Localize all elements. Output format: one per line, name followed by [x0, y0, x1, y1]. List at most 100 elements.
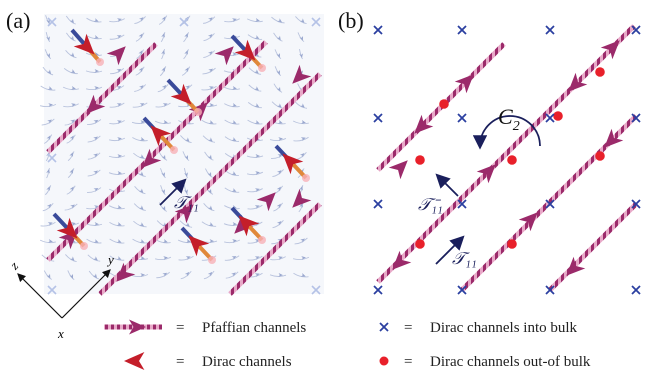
pfaffian-arrow-icon: [214, 46, 234, 66]
dirac-out-of-bulk-dot: [553, 111, 563, 121]
legend-pfaffian-label: Pfaffian channels: [202, 320, 306, 336]
flow-arrow-icon: [185, 256, 191, 260]
flow-streamline: [154, 256, 172, 261]
legend-equals: =: [404, 354, 412, 370]
flow-streamline: [86, 187, 102, 193]
flow-streamline: [67, 168, 75, 179]
legend: = Pfaffian channels = Dirac channels = D…: [104, 319, 591, 370]
flow-streamline: [246, 18, 263, 23]
flow-arrow-icon: [299, 35, 304, 41]
flow-arrow-icon: [163, 256, 168, 260]
flow-streamline: [63, 103, 79, 108]
flow-arrow-icon: [93, 136, 98, 141]
flow-streamline: [224, 239, 241, 244]
flow-streamline: [183, 32, 189, 43]
flow-arrow-icon: [116, 222, 122, 226]
flow-streamline: [161, 49, 165, 60]
flow-streamline: [109, 137, 126, 142]
flow-arrow-icon: [276, 186, 281, 192]
dirac-endpoint: [194, 108, 202, 116]
c2-rotation: C2: [472, 104, 541, 150]
flow-arrow-icon: [69, 152, 74, 158]
flow-arrow-icon: [139, 222, 145, 227]
legend-equals: =: [404, 320, 412, 336]
flow-arrow-icon: [255, 171, 260, 175]
flow-streamline: [41, 118, 55, 126]
flow-arrow-icon: [184, 33, 189, 38]
pfaffian-arrow-icon: [142, 148, 162, 168]
flow-streamline: [64, 203, 78, 211]
flow-arrow-icon: [208, 120, 214, 124]
flow-streamline: [39, 239, 56, 244]
flow-arrow-icon: [254, 256, 260, 260]
flow-arrow-icon: [47, 119, 52, 124]
flow-arrow-icon: [278, 137, 283, 141]
flow-streamline: [293, 136, 309, 142]
flow-arrow-icon: [184, 172, 189, 178]
flow-arrow-icon: [184, 154, 189, 160]
pfaffian-channel: [98, 72, 322, 296]
cross-icon: [631, 199, 641, 209]
dirac-arrow-icon: [234, 39, 256, 61]
flow-arrow-icon: [70, 119, 75, 124]
flow-arrow-icon: [139, 171, 144, 176]
flow-streamline: [247, 204, 263, 210]
y-axis-label: y: [106, 252, 114, 267]
flow-streamline: [131, 274, 149, 277]
flow-arrow-icon: [277, 18, 283, 23]
dirac-channel-segment: [230, 34, 249, 54]
flow-arrow-icon: [186, 239, 191, 243]
flow-arrow-icon: [254, 86, 259, 91]
flow-arrow-icon: [140, 120, 145, 124]
cross-icon: [631, 113, 641, 123]
cross-icon: [545, 25, 555, 35]
flow-arrow-icon: [276, 70, 281, 75]
flow-arrow-icon: [207, 154, 212, 160]
flow-arrow-icon: [232, 52, 237, 56]
flow-arrow-icon: [254, 188, 260, 192]
panel-a: (a) 𝒯₁₁ z y x: [6, 8, 324, 341]
flow-arrow-icon: [300, 137, 306, 141]
dirac-out-of-bulk-dot: [415, 155, 425, 165]
translation-arrow-icon: [159, 178, 187, 206]
flow-arrow-icon: [162, 272, 168, 277]
flow-arrow-icon: [93, 153, 98, 158]
flow-streamline: [109, 221, 125, 227]
flow-arrow-icon: [94, 86, 99, 90]
flow-streamline: [87, 135, 101, 143]
flow-arrow-icon: [255, 154, 260, 158]
cross-icon: [373, 285, 383, 295]
flow-streamline: [203, 50, 216, 58]
dirac-endpoint: [258, 236, 266, 244]
flow-arrow-icon: [209, 239, 214, 243]
cross-icon: [47, 153, 57, 163]
cross-icon: [311, 285, 321, 295]
pfaffian-arrow-icon: [568, 72, 588, 92]
t11-arrow-icon: [435, 235, 465, 265]
flow-arrow-icon: [232, 103, 237, 107]
flow-arrow-icon: [254, 273, 260, 277]
flow-arrow-icon: [93, 256, 98, 261]
flow-arrow-icon: [138, 33, 143, 39]
dirac-out-of-bulk-dot: [507, 239, 517, 249]
flow-streamline: [203, 33, 215, 42]
flow-arrow-icon: [299, 203, 304, 208]
flow-arrow-icon: [138, 50, 143, 56]
flow-arrow-icon: [116, 103, 122, 107]
translation-t1bar1-b: 𝒯₁̄₁: [418, 173, 459, 214]
flow-streamline: [86, 35, 102, 40]
flow-arrow-icon: [277, 103, 282, 108]
flow-arrow-icon: [46, 203, 52, 209]
legend-pfaffian: = Pfaffian channels: [104, 319, 306, 336]
flow-arrow-icon: [232, 222, 237, 226]
flow-streamline: [42, 202, 54, 212]
flow-streamline: [46, 168, 50, 179]
flow-arrow-icon: [185, 85, 190, 90]
flow-streamline: [272, 220, 284, 229]
cross-icon: [457, 285, 467, 295]
dirac-arrow-icon: [282, 153, 304, 175]
flow-arrow-icon: [93, 170, 98, 175]
dirac-channel-segment: [166, 78, 185, 98]
cross-icon: [457, 25, 467, 35]
